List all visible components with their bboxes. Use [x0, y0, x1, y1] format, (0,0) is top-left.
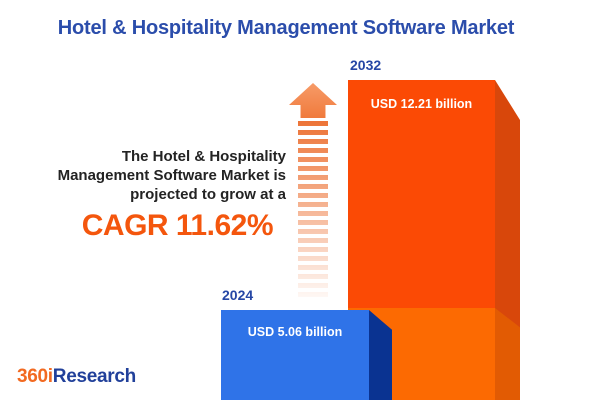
page-title: Hotel & Hospitality Management Software … — [57, 17, 515, 39]
arrow-dashed-stem — [298, 121, 328, 301]
annotation-line-2: Management Software Market is — [57, 167, 286, 184]
logo-suffix: Research — [52, 366, 136, 387]
bar-2024-value-label: USD 5.06 billion — [247, 325, 343, 339]
annotation-line-1: The Hotel & Hospitality — [121, 148, 286, 165]
logo-prefix: 360i — [17, 366, 53, 387]
year-label-2032: 2032 — [350, 57, 382, 73]
year-label-2024: 2024 — [222, 287, 254, 303]
bar-2032-side-face — [495, 80, 520, 400]
bar-2032-value-label: USD 12.21 billion — [370, 97, 473, 111]
cagr-value: CAGR 11.62% — [81, 209, 274, 242]
growth-annotation: The Hotel & Hospitality Management Softw… — [20, 147, 286, 243]
annotation-line-3: projected to grow at a — [130, 186, 286, 203]
bar-2032-side-upper — [495, 80, 520, 330]
brand-logo: 360iResearch — [17, 366, 136, 388]
growth-arrow-icon — [289, 83, 337, 301]
bar-2024-side-face — [369, 310, 392, 400]
arrow-head-icon — [289, 83, 337, 118]
bar-2024: USD 5.06 billion — [221, 310, 369, 400]
